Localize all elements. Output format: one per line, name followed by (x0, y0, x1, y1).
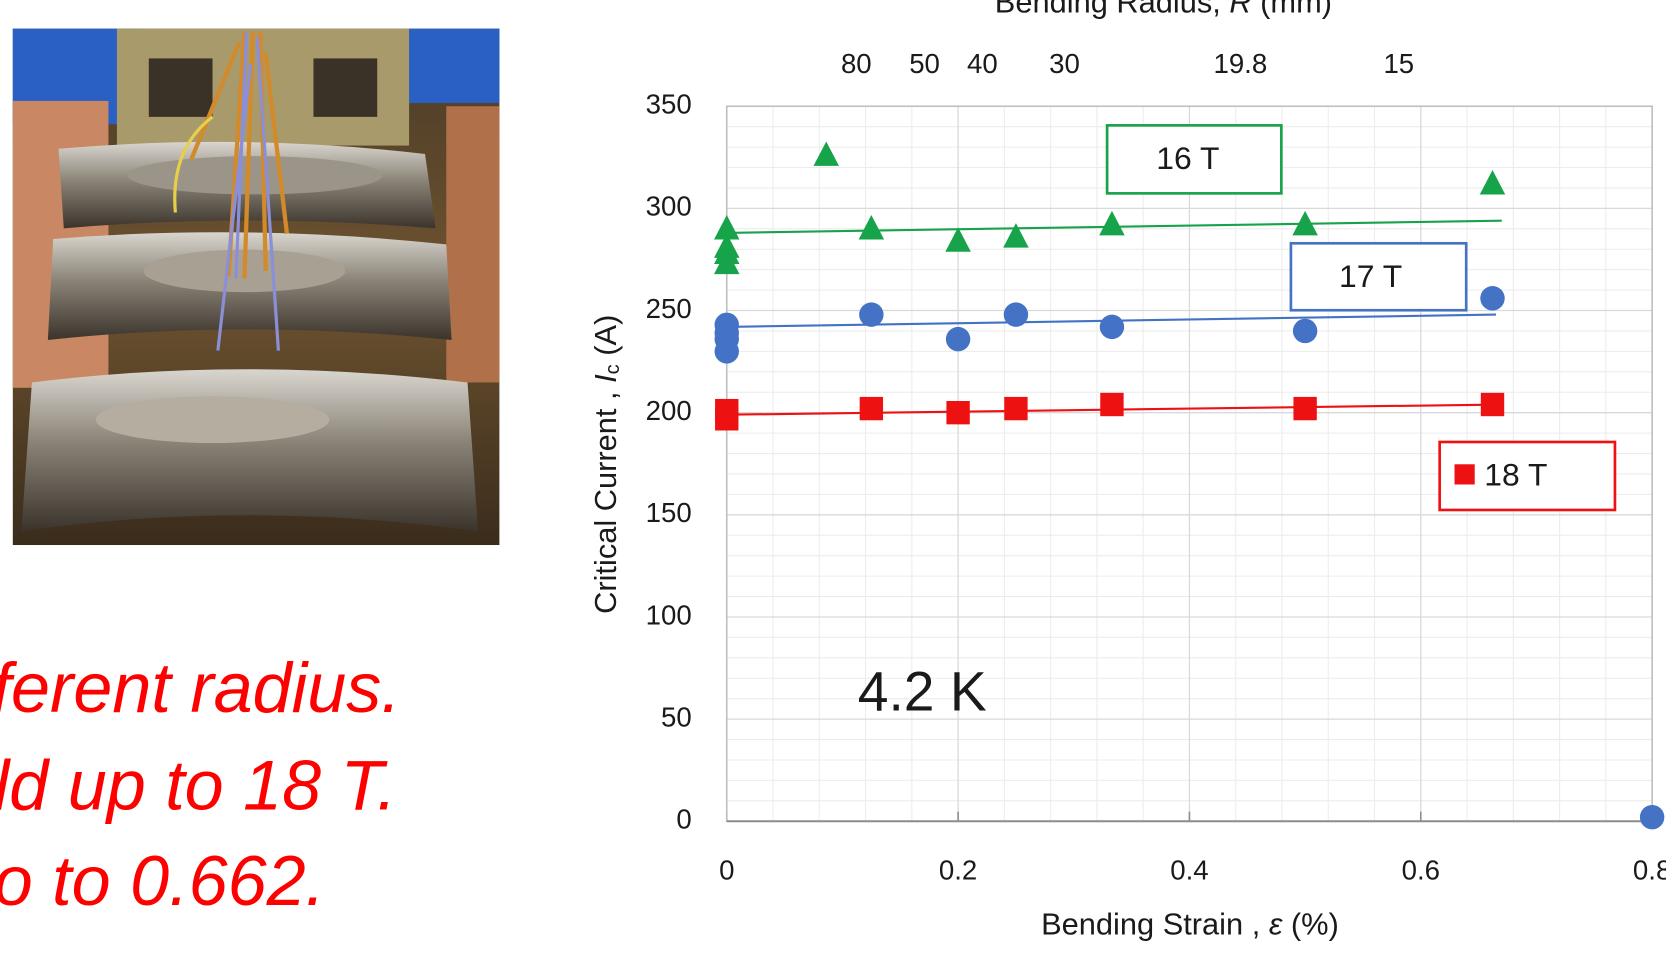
y-title-text: Critical Current , (588, 383, 623, 614)
y-axis-title: Critical Current , Ic (A) (588, 315, 625, 614)
y-tick-label: 200 (646, 395, 692, 426)
point (715, 339, 739, 363)
point (1004, 302, 1028, 326)
x2-title-unit: (mm) (1252, 0, 1332, 19)
point (1293, 397, 1316, 420)
x-tick-label: 0 (719, 855, 734, 886)
x2-title-symbol: R (1229, 0, 1251, 19)
x2-axis-title: Bending Radius, R (mm) (995, 0, 1332, 19)
legend-swatch (1455, 464, 1475, 484)
annotation: 4.2 K (858, 660, 987, 722)
y-tick-label: 50 (661, 701, 692, 732)
x-tick-label: 0.4 (1170, 855, 1208, 886)
y-tick-label: 100 (646, 599, 692, 630)
slide-text-block: ferent radius. ld up to 18 T. o to 0.662… (0, 649, 401, 920)
slide-text: ld up to 18 T. (0, 747, 396, 825)
point (1480, 286, 1504, 310)
point (859, 302, 883, 326)
x-tick-label: 0.2 (939, 855, 977, 886)
y-tick-label: 250 (646, 293, 692, 324)
x2-tick-label: 15 (1383, 48, 1414, 79)
series-label: 17 T (1339, 258, 1402, 294)
x-tick-label: 0.6 (1402, 855, 1440, 886)
x2-tick-label: 50 (909, 48, 940, 79)
page: {"chart_data": {"type": "scatter", "x2la… (0, 0, 1666, 953)
x2-tick-label: 19.8 (1213, 48, 1267, 79)
y-tick-label: 350 (646, 89, 692, 120)
y-title-subscript: c (602, 364, 624, 374)
x-tick-label: 0.8 (1633, 855, 1666, 886)
x-title-text: Bending Strain , (1041, 907, 1269, 942)
x-title-symbol: ε (1269, 907, 1283, 942)
x2-title-text: Bending Radius, (995, 0, 1230, 19)
y-title-unit: (A) (588, 315, 623, 365)
slide: ferent radius. ld up to 18 T. o to 0.662… (0, 0, 1666, 953)
y-tick-label: 300 (646, 191, 692, 222)
x2-tick-label: 40 (967, 48, 998, 79)
point (860, 397, 883, 420)
y-title-symbol: I (588, 374, 623, 383)
series-label: 18 T (1484, 456, 1547, 492)
x2-tick-label: 30 (1049, 48, 1080, 79)
point (946, 401, 969, 424)
point (946, 327, 970, 351)
slide-text: o to 0.662. (0, 842, 325, 920)
sample-photo (13, 29, 500, 545)
x2-tick-label: 80 (841, 48, 872, 79)
point (1293, 319, 1317, 343)
point (1004, 397, 1027, 420)
point (1640, 805, 1664, 829)
y-tick-label: 150 (646, 497, 692, 528)
point (715, 407, 738, 430)
x-title-unit: (%) (1282, 907, 1338, 942)
y-tick-label: 0 (676, 804, 691, 835)
series-label: 16 T (1156, 140, 1219, 176)
point (1481, 393, 1504, 416)
point (1100, 393, 1123, 416)
slide-text: ferent radius. (0, 649, 401, 727)
point (1100, 315, 1124, 339)
x-axis-title: Bending Strain , ε (%) (1041, 907, 1339, 942)
